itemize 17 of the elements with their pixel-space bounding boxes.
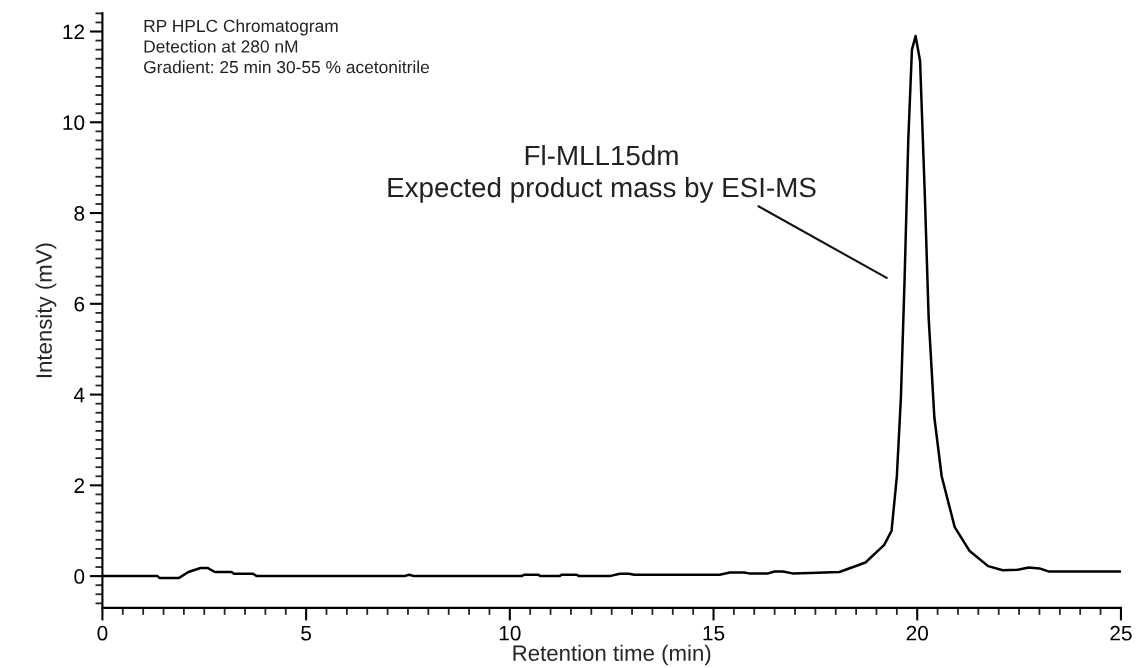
y-tick-label: 8 bbox=[74, 206, 85, 221]
y-tick-label: 2 bbox=[74, 478, 85, 493]
y-tick-label: 10 bbox=[63, 115, 85, 131]
x-axis-title: Retention time (min) bbox=[513, 644, 711, 666]
x-tick-label: 20 bbox=[906, 625, 928, 641]
y-axis-title: Intensity (mV) bbox=[35, 243, 57, 378]
y-tick-label: 4 bbox=[73, 387, 85, 403]
x-tick-label: 0 bbox=[97, 625, 108, 641]
annotation: RP HPLC Chromatogram Detection at 280 nM Gradient: 25 min 30-55 % acetonitrile bbox=[144, 19, 429, 74]
x-tick-label: 10 bbox=[499, 625, 521, 641]
x-tick-label: 15 bbox=[703, 626, 725, 641]
y-tick-label: 0 bbox=[74, 569, 85, 584]
y-tick-label: 12 bbox=[63, 24, 85, 40]
annotation: Fl-MLL15dm Expected product mass by ESI-MS bbox=[388, 144, 816, 203]
y-tick-label: 6 bbox=[74, 296, 85, 312]
x-tick-label: 5 bbox=[301, 626, 312, 641]
x-tick-label: 25 bbox=[1110, 625, 1132, 641]
